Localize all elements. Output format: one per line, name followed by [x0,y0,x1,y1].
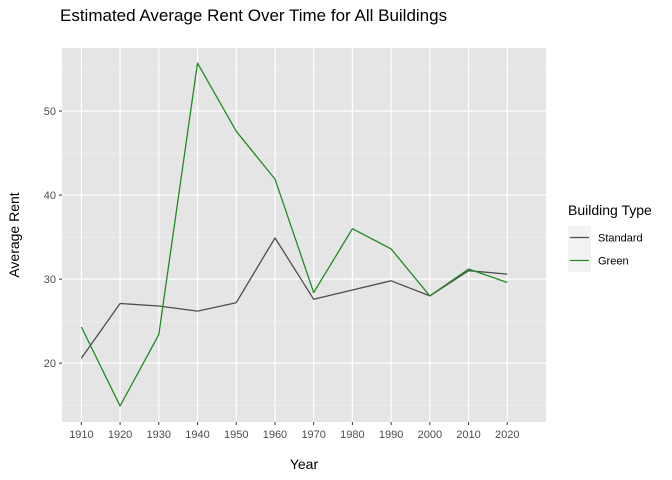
x-axis-title: Year [290,456,319,472]
x-tick-label: 1970 [301,429,325,441]
y-tick-label: 40 [44,190,56,202]
x-tick-label: 2010 [456,429,480,441]
y-tick-label: 50 [44,106,56,118]
legend-title: Building Type [568,202,652,218]
x-tick-label: 2020 [495,429,519,441]
x-tick-label: 1910 [69,429,93,441]
x-axis: 1910 1920 1930 1940 1950 1960 1970 1980 1990 2000… [69,422,520,441]
x-tick-label: 1920 [108,429,132,441]
legend: Building Type Standard Green [568,202,652,272]
series-line-green [80,62,508,407]
x-tick-label: 1950 [224,429,248,441]
x-tick-label: 1930 [147,429,171,441]
y-axis: 20 30 40 50 [44,106,62,370]
x-tick-label: 1990 [379,429,403,441]
grid-minor [62,68,546,406]
plot-panel [62,48,546,422]
series-lines [80,62,508,407]
y-tick-label: 30 [44,274,56,286]
x-tick-label: 1980 [340,429,364,441]
x-tick-label: 1940 [185,429,209,441]
x-tick-label: 2000 [418,429,442,441]
y-tick-label: 20 [44,358,56,370]
legend-label-standard: Standard [598,233,643,245]
chart-title: Estimated Average Rent Over Time for All… [60,6,447,25]
y-axis-title: Average Rent [6,192,22,277]
x-tick-label: 1960 [263,429,287,441]
legend-label-green: Green [598,256,629,268]
